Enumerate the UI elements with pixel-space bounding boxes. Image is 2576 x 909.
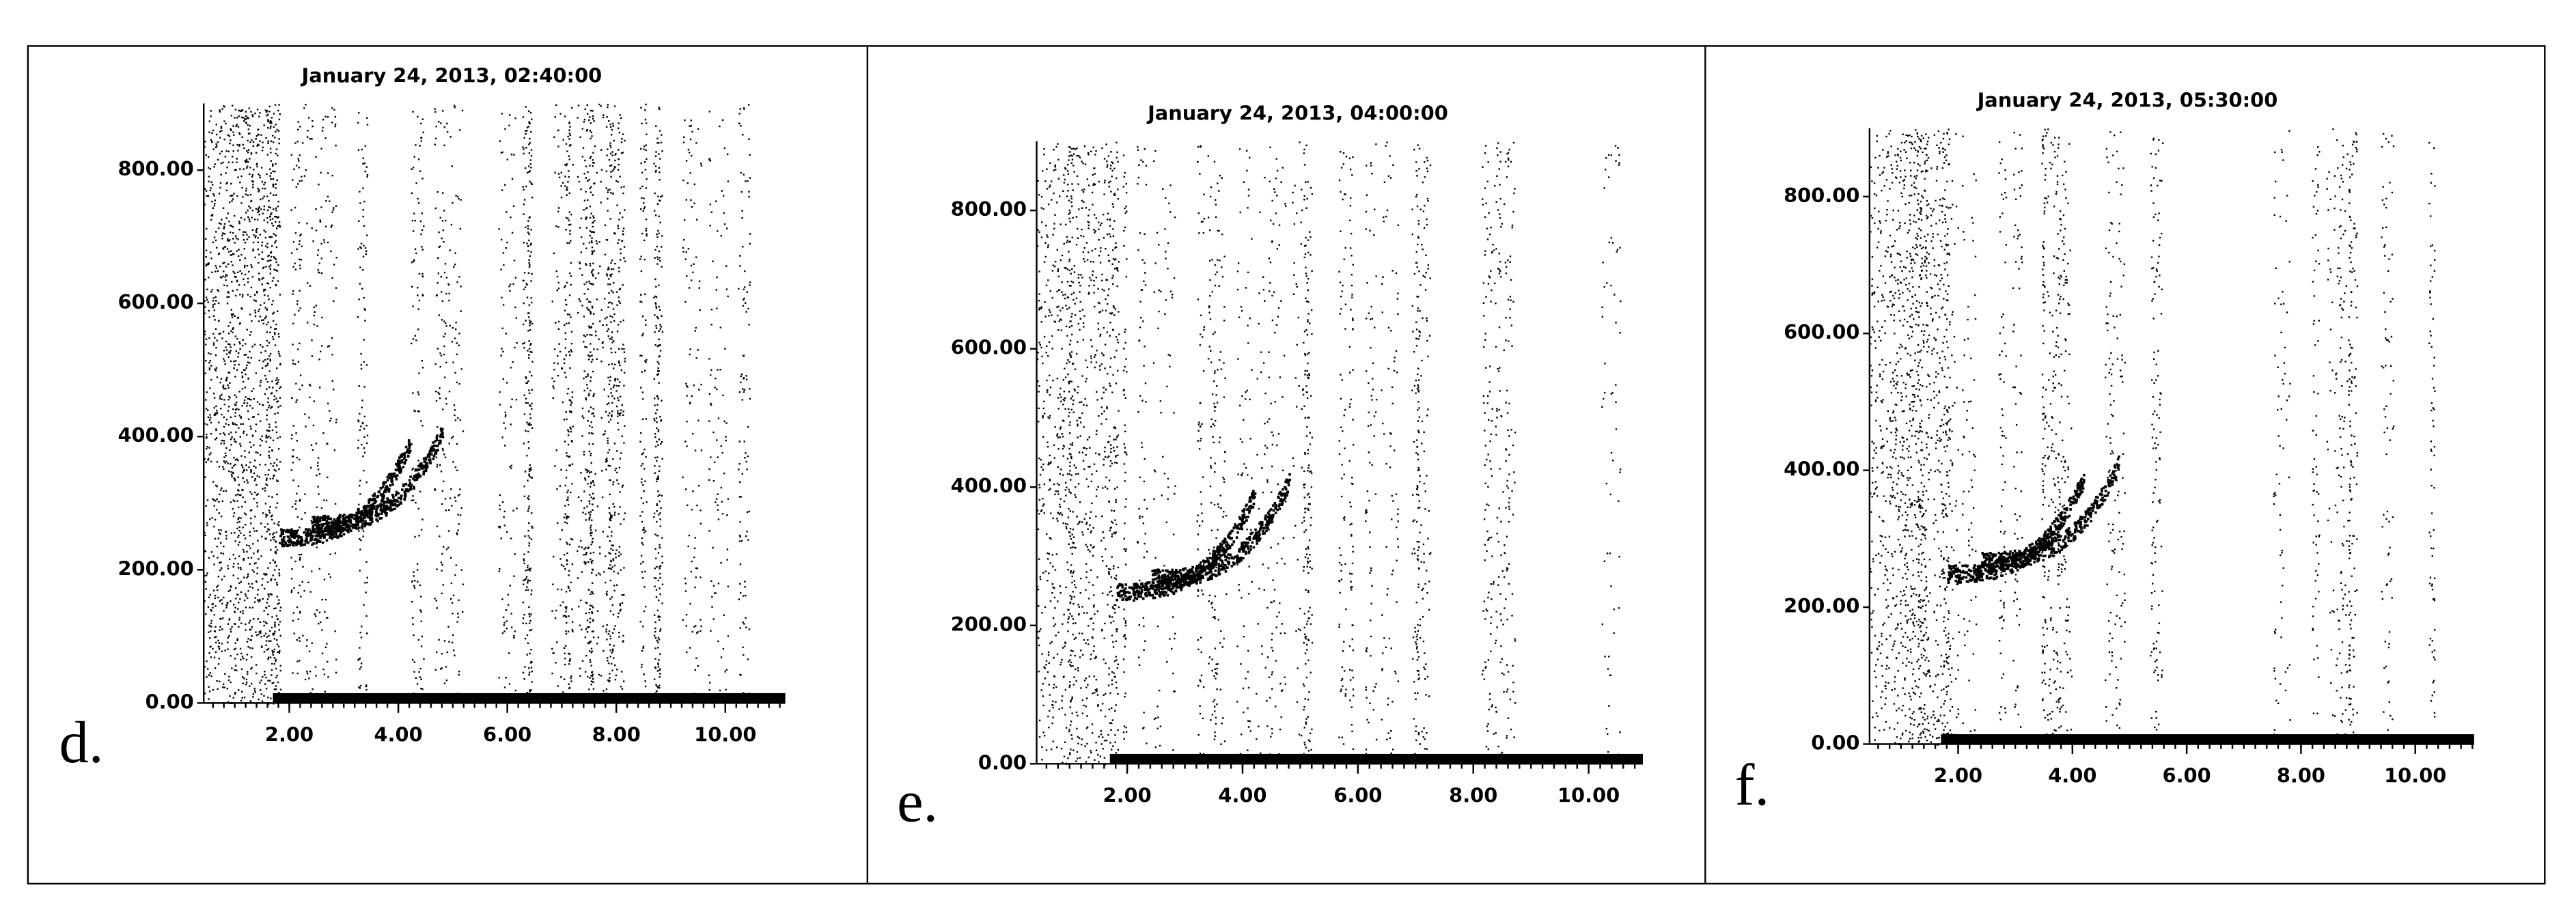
panel-title: January 24, 2013, 02:40:00 bbox=[301, 64, 603, 87]
x-tick-label: 8.00 bbox=[592, 723, 641, 746]
x-tick-label: 2.00 bbox=[1934, 764, 1982, 787]
panel-title: January 24, 2013, 04:00:00 bbox=[1146, 102, 1448, 125]
y-tick-label: 800.00 bbox=[951, 197, 1027, 221]
x-tick-label: 8.00 bbox=[1449, 783, 1497, 807]
y-tick-label: 400.00 bbox=[117, 423, 193, 447]
y-tick-label: 200.00 bbox=[951, 613, 1027, 636]
x-tick-label: 6.00 bbox=[483, 723, 531, 746]
frame bbox=[27, 45, 2546, 885]
speckle bbox=[204, 103, 751, 705]
baseline-band bbox=[1109, 753, 1643, 764]
panel: January 24, 2013, 04:00:00 e. 0.00 200.00 40… bbox=[897, 102, 1643, 835]
x-tick-label: 10.00 bbox=[1557, 783, 1620, 807]
y-tick-label: 200.00 bbox=[117, 557, 193, 580]
panel-label: d. bbox=[59, 710, 104, 775]
y-tick-label: 0.00 bbox=[146, 690, 194, 713]
x-tick-label: 4.00 bbox=[2048, 764, 2096, 787]
panel: January 24, 2013, 02:40:00 d. 0.00 200.00 40… bbox=[59, 64, 786, 775]
panel: January 24, 2013, 05:30:00 f. 0.00 200.00 40… bbox=[1735, 88, 2474, 817]
y-tick-label: 400.00 bbox=[1784, 458, 1859, 481]
panel-label: f. bbox=[1735, 752, 1769, 817]
baseline-band bbox=[273, 693, 786, 703]
y-tick-label: 600.00 bbox=[951, 336, 1027, 359]
x-tick-label: 8.00 bbox=[2277, 764, 2325, 787]
y-tick-label: 800.00 bbox=[1784, 184, 1859, 207]
y-tick-label: 600.00 bbox=[117, 290, 193, 313]
baseline-band bbox=[1941, 734, 2474, 744]
x-tick-label: 4.00 bbox=[1218, 783, 1266, 807]
x-tick-label: 4.00 bbox=[374, 723, 422, 746]
panel-title: January 24, 2013, 05:30:00 bbox=[1976, 88, 2278, 111]
panel-label: e. bbox=[897, 769, 938, 835]
x-tick-label: 2.00 bbox=[1103, 783, 1152, 807]
y-tick-label: 600.00 bbox=[1784, 320, 1859, 344]
speckle bbox=[1869, 128, 2436, 746]
y-tick-label: 800.00 bbox=[117, 157, 193, 180]
y-tick-label: 0.00 bbox=[1811, 731, 1859, 754]
x-tick-label: 10.00 bbox=[2384, 764, 2446, 787]
x-tick-label: 6.00 bbox=[1333, 783, 1382, 807]
x-tick-label: 2.00 bbox=[265, 723, 314, 746]
x-tick-label: 10.00 bbox=[694, 723, 756, 746]
y-tick-label: 0.00 bbox=[978, 751, 1027, 774]
speckle bbox=[1036, 141, 1622, 766]
x-tick-label: 6.00 bbox=[2163, 764, 2211, 787]
y-tick-label: 400.00 bbox=[951, 474, 1027, 497]
y-tick-label: 200.00 bbox=[1784, 594, 1859, 617]
